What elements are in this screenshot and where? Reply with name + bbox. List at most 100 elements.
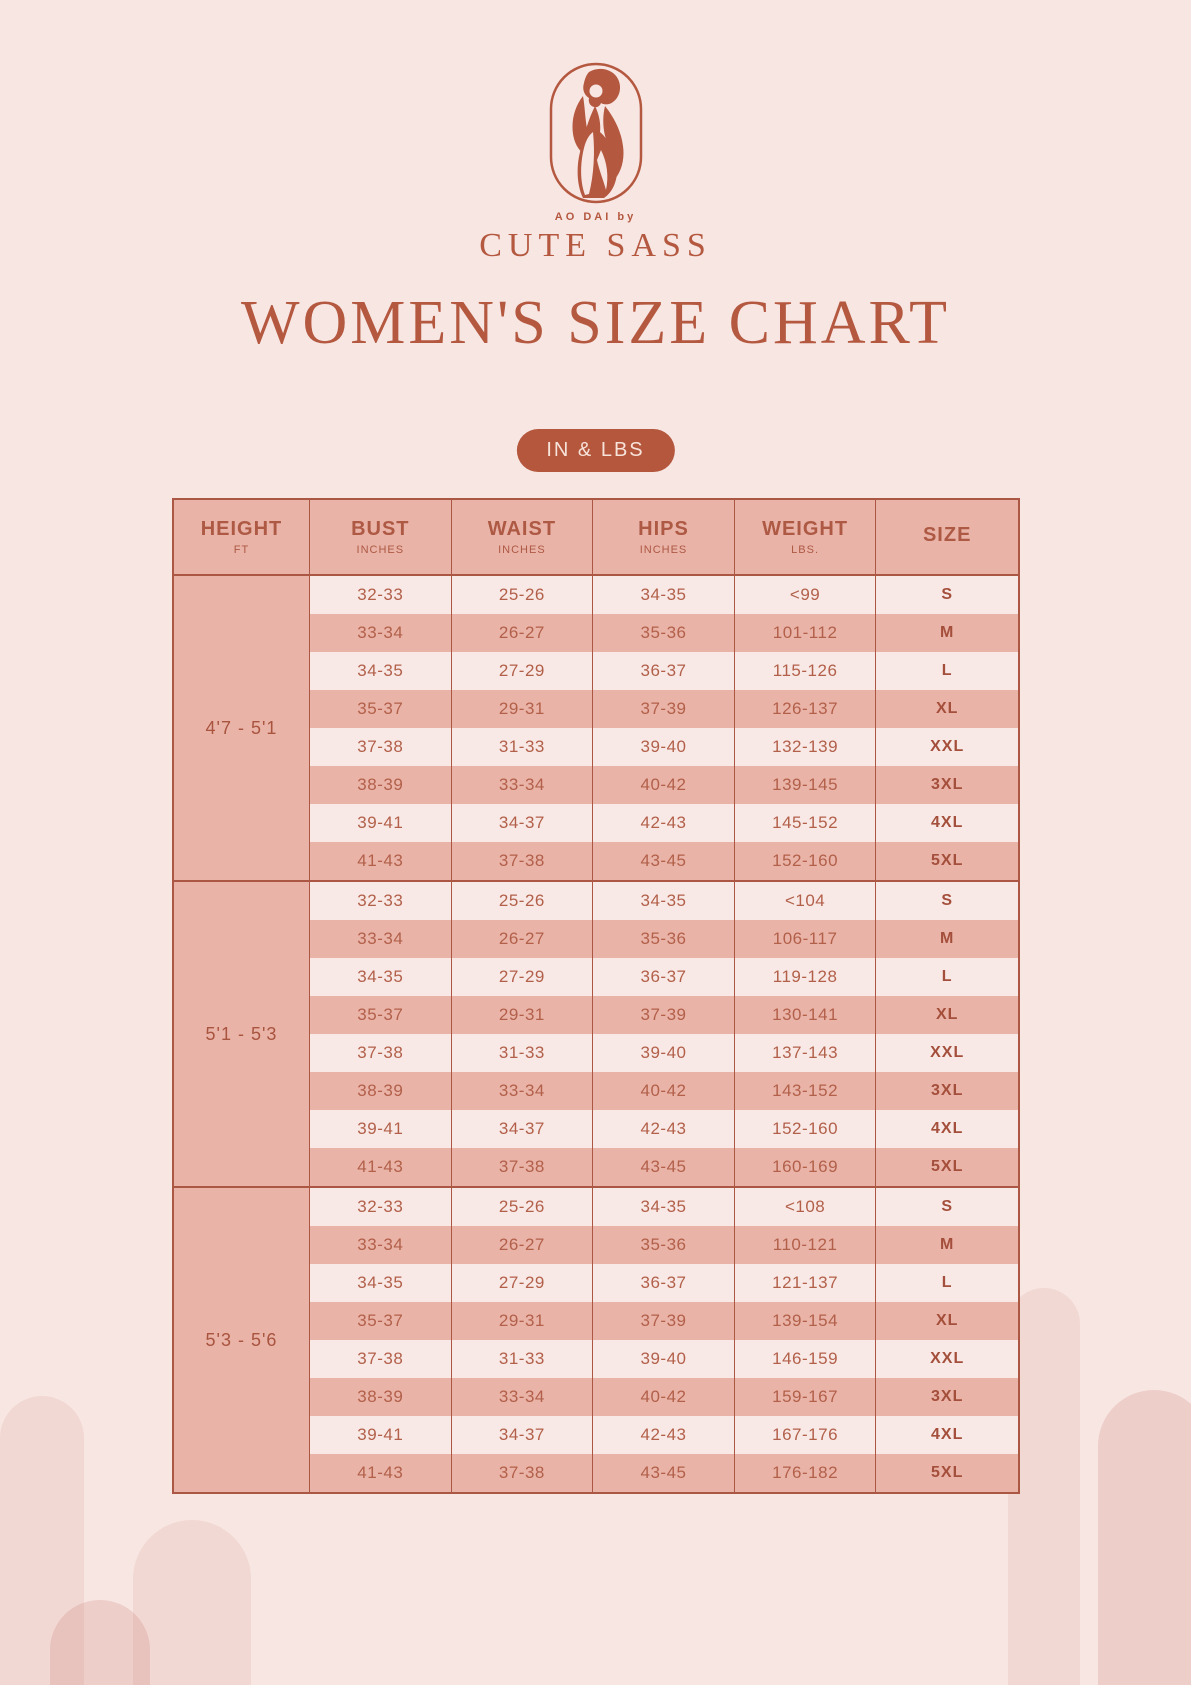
table-cell: 40-42 <box>593 1072 735 1110</box>
table-cell: 130-141 <box>735 996 877 1034</box>
table-cell: 3XL <box>931 1082 964 1099</box>
table-cell: 34-35 <box>593 576 735 614</box>
table-cell: 5XL <box>931 1158 964 1175</box>
height-range-label: 5'3 - 5'6 <box>205 1329 278 1350</box>
table-cell: 139-145 <box>735 766 877 804</box>
column-unit: INCHES <box>498 544 546 556</box>
table-cell: 33-34 <box>452 766 594 804</box>
table-cell: 110-121 <box>735 1226 877 1264</box>
table-cell: 35-36 <box>593 1226 735 1264</box>
table-cell: 34-37 <box>452 804 594 842</box>
height-group: 5'3 - 5'6 32-33 25-26 34-35 <108 S 33-34 26-27 3… <box>174 1186 1018 1492</box>
table-row: 41-43 37-38 43-45 152-160 5XL <box>310 842 1018 880</box>
table-cell: 132-139 <box>735 728 877 766</box>
table-cell: XL <box>935 700 959 717</box>
table-cell: 119-128 <box>735 958 877 996</box>
table-row: 32-33 25-26 34-35 <104 S <box>310 882 1018 920</box>
table-cell: 39-40 <box>593 1340 735 1378</box>
table-cell: 39-40 <box>593 728 735 766</box>
table-cell: XL <box>935 1312 959 1329</box>
column-label: WAIST <box>487 518 557 540</box>
table-cell: 34-35 <box>310 958 452 996</box>
table-cell: 41-43 <box>310 1454 452 1492</box>
column-label: HIPS <box>638 518 689 540</box>
table-cell: 35-37 <box>310 690 452 728</box>
table-row: 32-33 25-26 34-35 <108 S <box>310 1188 1018 1226</box>
table-cell: 42-43 <box>593 1416 735 1454</box>
table-cell: 38-39 <box>310 1378 452 1416</box>
table-cell: 152-160 <box>735 842 877 880</box>
brand-name: CUTE SASS <box>479 227 712 264</box>
table-cell: 159-167 <box>735 1378 877 1416</box>
table-cell: 42-43 <box>593 1110 735 1148</box>
table-row: 39-41 34-37 42-43 152-160 4XL <box>310 1110 1018 1148</box>
size-rows: 32-33 25-26 34-35 <104 S 33-34 26-27 35-36 106-1… <box>310 882 1018 1186</box>
table-cell: 36-37 <box>593 958 735 996</box>
table-cell: L <box>941 1274 953 1291</box>
column-label: HEIGHT <box>200 518 283 540</box>
height-group: 5'1 - 5'3 32-33 25-26 34-35 <104 S 33-34 26-27 3… <box>174 880 1018 1186</box>
column-header-height: HEIGHT FT <box>174 500 310 574</box>
table-cell: 38-39 <box>310 1072 452 1110</box>
table-cell: 37-39 <box>593 996 735 1034</box>
brand-tagline: AO DAI by <box>554 211 637 223</box>
table-cell: 36-37 <box>593 652 735 690</box>
table-cell: 3XL <box>931 1388 964 1405</box>
table-row: 41-43 37-38 43-45 176-182 5XL <box>310 1454 1018 1492</box>
table-row: 33-34 26-27 35-36 106-117 M <box>310 920 1018 958</box>
table-cell: 146-159 <box>735 1340 877 1378</box>
arch-decoration <box>0 1396 84 1685</box>
table-cell: 33-34 <box>310 1226 452 1264</box>
table-cell: 37-38 <box>452 1148 594 1186</box>
table-cell: S <box>941 586 954 603</box>
table-cell: 26-27 <box>452 614 594 652</box>
table-cell: 40-42 <box>593 1378 735 1416</box>
table-cell: 32-33 <box>310 882 452 920</box>
table-cell: 31-33 <box>452 1034 594 1072</box>
table-cell: 33-34 <box>452 1072 594 1110</box>
table-row: 34-35 27-29 36-37 121-137 L <box>310 1264 1018 1302</box>
table-cell: XXL <box>930 738 965 755</box>
table-cell: 38-39 <box>310 766 452 804</box>
table-cell: 115-126 <box>735 652 877 690</box>
table-cell: 26-27 <box>452 1226 594 1264</box>
table-cell: 37-38 <box>310 728 452 766</box>
table-cell: 35-36 <box>593 614 735 652</box>
height-group-cell: 4'7 - 5'1 <box>174 576 310 880</box>
table-cell: 33-34 <box>310 920 452 958</box>
table-cell: 34-35 <box>310 1264 452 1302</box>
table-row: 34-35 27-29 36-37 119-128 L <box>310 958 1018 996</box>
table-cell: 34-35 <box>593 1188 735 1226</box>
height-group-cell: 5'3 - 5'6 <box>174 1188 310 1492</box>
column-label: WEIGHT <box>762 518 849 540</box>
arch-decoration <box>1098 1390 1191 1685</box>
arch-decoration <box>133 1520 251 1685</box>
table-row: 38-39 33-34 40-42 159-167 3XL <box>310 1378 1018 1416</box>
table-cell: 176-182 <box>735 1454 877 1492</box>
table-row: 39-41 34-37 42-43 145-152 4XL <box>310 804 1018 842</box>
table-cell: 33-34 <box>452 1378 594 1416</box>
table-header-row: HEIGHT FT BUST INCHES WAIST INCHES HIPS … <box>174 500 1018 576</box>
table-cell: M <box>940 624 955 641</box>
table-row: 33-34 26-27 35-36 101-112 M <box>310 614 1018 652</box>
table-cell: 27-29 <box>452 1264 594 1302</box>
table-row: 41-43 37-38 43-45 160-169 5XL <box>310 1148 1018 1186</box>
table-cell: 160-169 <box>735 1148 877 1186</box>
size-rows: 32-33 25-26 34-35 <99 S 33-34 26-27 35-36 101-11… <box>310 576 1018 880</box>
table-cell: 27-29 <box>452 652 594 690</box>
column-header-weight: WEIGHT LBS. <box>735 500 877 574</box>
table-cell: 43-45 <box>593 842 735 880</box>
table-cell: 25-26 <box>452 1188 594 1226</box>
table-cell: 39-41 <box>310 1416 452 1454</box>
table-cell: 137-143 <box>735 1034 877 1072</box>
table-cell: XXL <box>930 1350 965 1367</box>
table-cell: <108 <box>735 1188 877 1226</box>
table-cell: 29-31 <box>452 690 594 728</box>
table-cell: 25-26 <box>452 882 594 920</box>
table-cell: 5XL <box>931 1464 964 1481</box>
table-row: 37-38 31-33 39-40 146-159 XXL <box>310 1340 1018 1378</box>
table-row: 33-34 26-27 35-36 110-121 M <box>310 1226 1018 1264</box>
table-cell: 139-154 <box>735 1302 877 1340</box>
table-cell: 126-137 <box>735 690 877 728</box>
size-table-body: 4'7 - 5'1 32-33 25-26 34-35 <99 S 33-34 26-27 35… <box>174 576 1018 1492</box>
